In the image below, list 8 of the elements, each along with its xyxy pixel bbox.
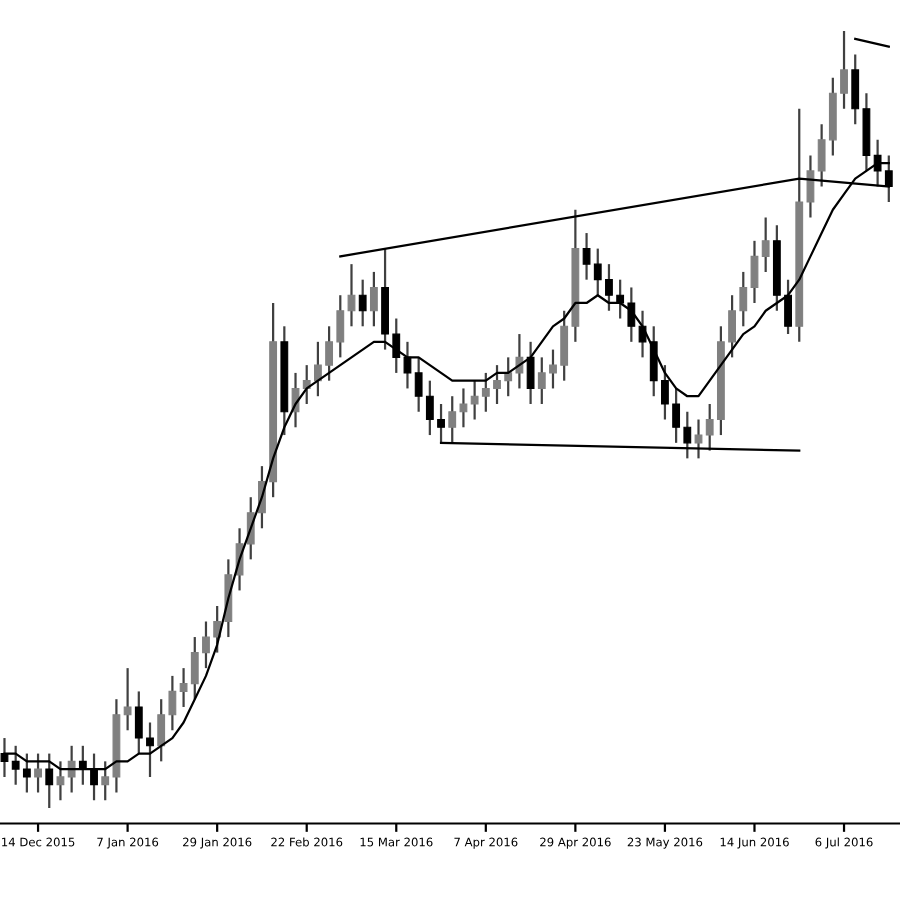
candlestick: [761, 216, 770, 274]
candlestick: [526, 340, 535, 406]
candlestick: [67, 744, 76, 794]
candlestick: [34, 752, 42, 794]
candlestick: [123, 667, 132, 732]
candlestick: [369, 270, 378, 328]
candlestick: [56, 760, 65, 802]
candlestick: [358, 278, 367, 328]
